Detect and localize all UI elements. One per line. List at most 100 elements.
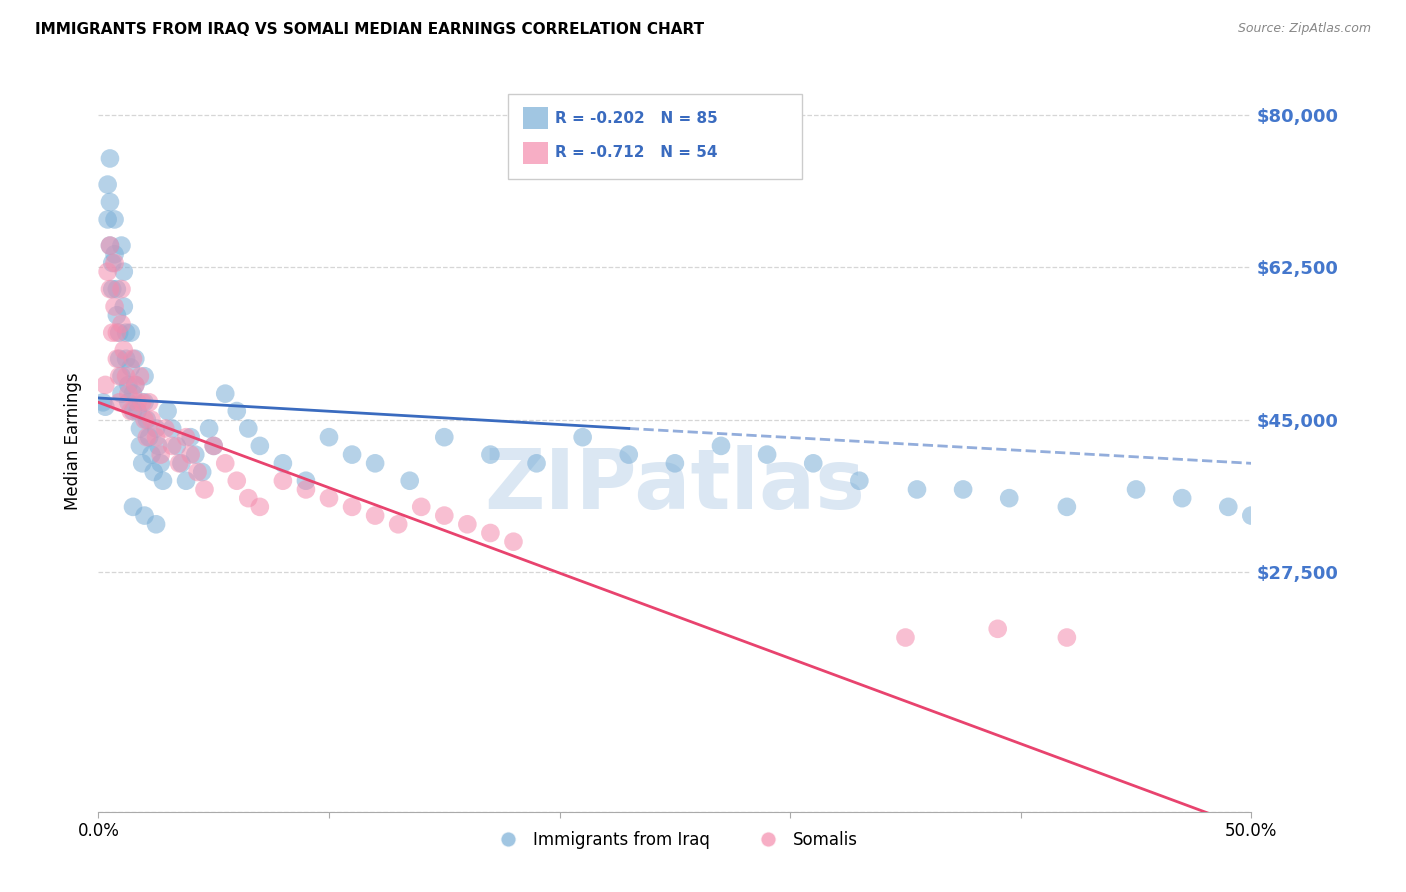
Point [110, 238, 132, 252]
Point [167, 456, 190, 470]
Point [155, 421, 177, 435]
Point [848, 474, 870, 488]
Point [108, 395, 131, 409]
Point [103, 212, 125, 227]
Point [110, 369, 132, 384]
Point [180, 430, 202, 444]
Point [238, 421, 260, 435]
Point [103, 247, 125, 261]
Point [142, 465, 165, 479]
Point [131, 395, 153, 409]
Point [187, 465, 209, 479]
Point [249, 439, 271, 453]
Point [193, 483, 215, 497]
Point [135, 430, 157, 444]
Point [214, 456, 236, 470]
FancyBboxPatch shape [508, 94, 801, 178]
Point [318, 491, 340, 505]
Point [479, 526, 502, 541]
Point [120, 326, 142, 340]
Point [94, 378, 117, 392]
Point [134, 508, 156, 523]
Point [145, 517, 167, 532]
Point [387, 517, 409, 532]
Point [103, 256, 125, 270]
Point [122, 386, 145, 401]
Point [138, 395, 160, 409]
Point [664, 456, 686, 470]
Point [1056, 631, 1078, 645]
Point [340, 500, 363, 514]
Point [479, 448, 502, 462]
Point [214, 386, 236, 401]
Point [124, 378, 146, 392]
Point [295, 483, 318, 497]
Point [105, 326, 128, 340]
Point [148, 439, 170, 453]
Point [191, 465, 214, 479]
Point [801, 456, 824, 470]
Point [129, 421, 152, 435]
Point [117, 395, 139, 409]
Point [174, 474, 197, 488]
Point [117, 378, 139, 392]
Point [101, 326, 124, 340]
Point [120, 404, 142, 418]
Point [149, 456, 172, 470]
Point [160, 439, 183, 453]
Point [124, 378, 146, 392]
Point [411, 500, 433, 514]
Point [398, 474, 420, 488]
Point [617, 448, 640, 462]
Point [156, 404, 179, 418]
Point [710, 439, 733, 453]
Point [318, 430, 340, 444]
Point [952, 483, 974, 497]
Point [112, 265, 135, 279]
Point [115, 351, 138, 366]
Point [998, 491, 1021, 505]
Bar [523, 107, 548, 129]
Point [112, 300, 135, 314]
Point [110, 317, 132, 331]
Point [124, 351, 146, 366]
Point [117, 386, 139, 401]
Point [108, 326, 131, 340]
Point [129, 369, 152, 384]
Point [97, 212, 120, 227]
Point [98, 238, 121, 252]
Point [91, 395, 114, 409]
Point [149, 448, 172, 462]
Point [110, 282, 132, 296]
Legend: Immigrants from Iraq, Somalis: Immigrants from Iraq, Somalis [485, 824, 865, 855]
Point [160, 421, 183, 435]
Point [110, 386, 132, 401]
Point [238, 491, 260, 505]
Point [134, 413, 156, 427]
Point [141, 413, 163, 427]
Point [433, 430, 456, 444]
Point [105, 351, 128, 366]
Y-axis label: Median Earnings: Median Earnings [65, 373, 83, 510]
Point [526, 456, 548, 470]
Point [225, 474, 247, 488]
Point [364, 456, 387, 470]
Point [108, 369, 131, 384]
Point [184, 448, 207, 462]
Point [180, 448, 202, 462]
Point [97, 265, 120, 279]
Point [340, 448, 363, 462]
Point [1218, 500, 1240, 514]
Point [127, 404, 149, 418]
Point [141, 448, 163, 462]
Point [131, 456, 153, 470]
Point [433, 508, 456, 523]
Point [198, 421, 221, 435]
Point [98, 194, 121, 209]
Text: IMMIGRANTS FROM IRAQ VS SOMALI MEDIAN EARNINGS CORRELATION CHART: IMMIGRANTS FROM IRAQ VS SOMALI MEDIAN EA… [35, 22, 704, 37]
Point [127, 395, 149, 409]
Point [97, 178, 120, 192]
Text: R = -0.712   N = 54: R = -0.712 N = 54 [555, 145, 717, 161]
Point [571, 430, 593, 444]
Point [1125, 483, 1147, 497]
